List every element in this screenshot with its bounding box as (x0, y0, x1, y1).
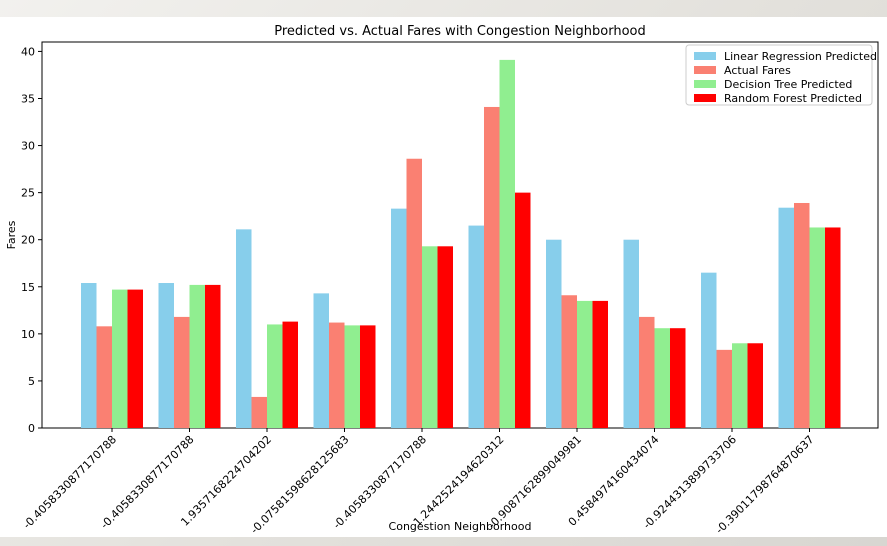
y-axis: 0 5 10 15 20 25 30 35 40 (21, 45, 42, 435)
plot-area (41, 41, 879, 429)
bar-2-10 (794, 202, 810, 428)
bar-2-6 (484, 106, 500, 429)
bar-2-7 (561, 295, 577, 428)
bar-4-1 (127, 289, 143, 428)
bar-1-10 (778, 207, 794, 428)
y-tick-label: 35 (21, 92, 35, 105)
x-axis-title: Congestion Neighborhood (389, 520, 532, 533)
bar-2-4 (329, 322, 345, 428)
bar-4-9 (747, 343, 763, 428)
y-tick-label: 5 (28, 375, 35, 388)
bar-4-7 (592, 300, 608, 428)
bar-1-6 (468, 225, 484, 428)
y-tick-label: 20 (21, 234, 35, 247)
y-axis-title: Fares (5, 220, 18, 249)
y-tick-label: 30 (21, 140, 35, 153)
bar-1-5 (391, 208, 407, 428)
bar-2-5 (406, 158, 422, 429)
bar-1-1 (81, 283, 97, 428)
legend-swatch-4 (694, 94, 716, 102)
legend-label-4: Random Forest Predicted (724, 92, 862, 105)
bar-2-3 (251, 396, 267, 428)
chart-title: Predicted vs. Actual Fares with Congesti… (274, 24, 646, 39)
bar-4-5 (437, 246, 453, 428)
bar-4-2 (205, 284, 221, 428)
bar-3-1 (112, 289, 128, 428)
bar-1-3 (236, 229, 252, 428)
bar-3-4 (344, 325, 360, 428)
bar-3-10 (809, 227, 825, 428)
bar-4-3 (282, 321, 298, 428)
y-tick-label: 40 (21, 45, 35, 58)
bar-3-7 (577, 300, 593, 428)
bar-4-10 (825, 227, 841, 428)
legend-label-3: Decision Tree Predicted (724, 78, 852, 91)
y-tick-label: 25 (21, 187, 35, 200)
bar-2-8 (639, 316, 655, 428)
bar-4-4 (360, 325, 376, 428)
bar-3-8 (654, 328, 670, 428)
bar-1-8 (623, 239, 639, 428)
legend-swatch-2 (694, 66, 716, 74)
bar-3-3 (267, 324, 283, 428)
bars-group (81, 59, 841, 429)
y-tick-label: 15 (21, 281, 35, 294)
legend-label-2: Actual Fares (724, 64, 791, 77)
bar-3-6 (499, 59, 515, 428)
bar-3-2 (189, 284, 205, 428)
legend-box (685, 44, 873, 106)
legend-swatch-1 (694, 52, 716, 60)
y-tick-label: 10 (21, 328, 35, 341)
bar-1-2 (158, 283, 174, 428)
bar-1-9 (701, 272, 717, 428)
bar-1-7 (546, 239, 562, 428)
y-tick-label: 0 (28, 422, 35, 435)
legend-swatch-3 (694, 80, 716, 88)
bar-3-5 (422, 246, 438, 428)
bar-4-8 (670, 328, 686, 428)
bar-2-2 (174, 316, 190, 428)
bar-2-1 (96, 326, 112, 428)
bar-3-9 (732, 343, 748, 428)
bar-2-9 (716, 349, 732, 428)
legend-label-1: Linear Regression Predicted (724, 50, 877, 63)
bar-1-4 (313, 293, 329, 428)
bar-4-6 (515, 192, 531, 428)
